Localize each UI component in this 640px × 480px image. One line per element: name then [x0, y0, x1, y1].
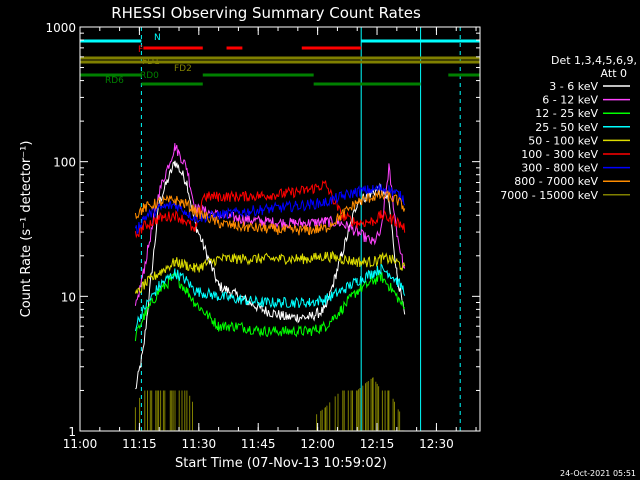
y-tick-label-2: 100	[53, 156, 76, 170]
y-axis-ticks: 1 10 100 1000	[45, 21, 480, 439]
series-7-line	[134, 189, 406, 236]
chart-title: RHESSI Observing Summary Count Rates	[111, 4, 421, 22]
flag-label-FD2: FD2	[174, 64, 192, 74]
x-tick-label-4: 12:00	[300, 437, 335, 451]
series-3-line	[134, 262, 406, 332]
series-3	[134, 262, 406, 332]
flag-label-F: F	[138, 45, 143, 55]
x-axis-ticks: 11:00 11:15 11:30 11:45 12:00 12:15 12:30	[63, 27, 477, 451]
series-7	[134, 189, 406, 236]
series-5	[134, 180, 406, 239]
series-1	[134, 143, 406, 306]
series-2-line	[134, 271, 406, 342]
legend-label-6: 300 - 800 keV	[521, 162, 598, 175]
series-6	[134, 184, 406, 235]
y-axis-label: Count Rate (s⁻¹ detector⁻¹)	[19, 141, 34, 318]
x-axis-label: Start Time (07-Nov-13 10:59:02)	[175, 456, 387, 471]
x-tick-label-0: 11:00	[63, 437, 98, 451]
series-8-line-0	[134, 390, 195, 431]
plot-frame	[79, 26, 481, 432]
y-tick-label-3: 1000	[45, 21, 76, 35]
series-2	[134, 271, 406, 342]
series-1-line	[134, 143, 406, 306]
legend-label-7: 800 - 7000 keV	[514, 175, 598, 188]
y-tick-label-0: 1	[68, 425, 76, 439]
flag-label-RD6: RD6	[105, 76, 124, 86]
x-tick-label-1: 11:15	[122, 437, 157, 451]
x-tick-label-6: 12:30	[419, 437, 454, 451]
legend-label-1: 6 - 12 keV	[542, 94, 598, 107]
series-6-line	[134, 184, 406, 235]
series-4-line	[134, 250, 406, 294]
legend-header-line-2: Att 0	[601, 67, 627, 80]
series-4	[134, 250, 406, 294]
flag-bars: NFFD1FD2RD0RD6	[80, 33, 480, 86]
legend-header-line-1: Det 1,3,4,5,6,9,	[551, 54, 637, 67]
flag-label-N: N	[154, 33, 161, 43]
series-5-line	[134, 180, 406, 239]
x-tick-label-2: 11:30	[182, 437, 217, 451]
legend-label-4: 50 - 100 keV	[528, 134, 598, 147]
flag-label-RD0: RD0	[140, 71, 159, 81]
footer-timestamp: 24-Oct-2021 05:51	[560, 469, 636, 478]
data-series	[134, 143, 406, 431]
y-tick-label-1: 10	[61, 290, 76, 304]
legend-label-3: 25 - 50 keV	[535, 121, 598, 134]
legend-label-8: 7000 - 15000 keV	[500, 189, 598, 202]
legend-label-5: 100 - 300 keV	[521, 148, 598, 161]
x-tick-label-5: 12:15	[360, 437, 395, 451]
legend-label-0: 3 - 6 keV	[549, 80, 598, 93]
legend-label-2: 12 - 25 keV	[535, 107, 598, 120]
series-8-line-1	[309, 377, 405, 431]
series-8	[134, 377, 405, 431]
x-tick-label-3: 11:45	[241, 437, 276, 451]
